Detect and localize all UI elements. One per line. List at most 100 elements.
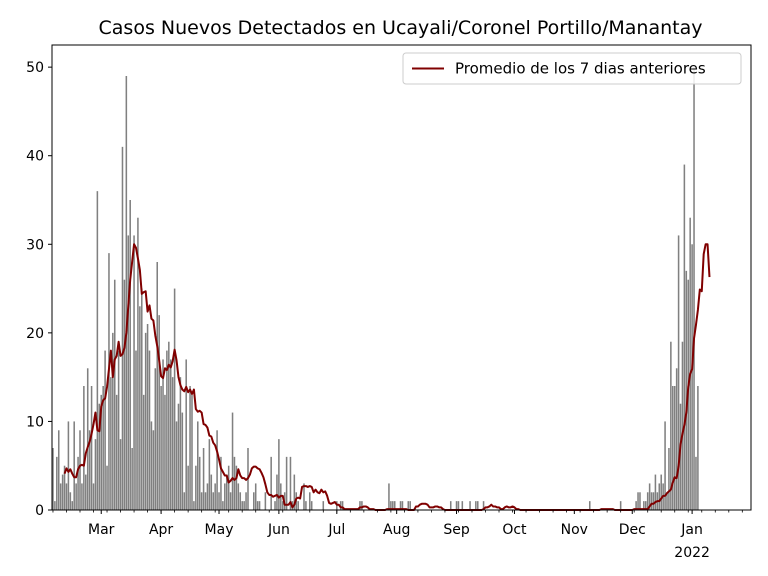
bar	[86, 368, 89, 510]
bar	[672, 386, 674, 510]
bar	[175, 421, 178, 510]
bar	[677, 235, 680, 510]
bar	[75, 483, 77, 510]
bar	[660, 474, 662, 510]
bar	[689, 217, 691, 510]
bar	[57, 430, 60, 510]
bar	[148, 350, 151, 510]
bar	[303, 483, 305, 510]
bar	[477, 501, 479, 510]
bar	[187, 465, 189, 510]
bar	[664, 421, 666, 510]
bar	[106, 465, 108, 510]
bar	[71, 501, 74, 510]
bar	[133, 235, 135, 510]
x-tick-label: Dec	[619, 522, 646, 538]
bar	[56, 456, 58, 510]
bar	[137, 217, 139, 510]
bar	[390, 501, 392, 510]
bar	[92, 483, 95, 510]
bar	[233, 456, 236, 510]
bar	[399, 501, 402, 510]
bar	[229, 492, 232, 510]
bar	[189, 386, 191, 510]
bar	[131, 448, 133, 510]
bar	[79, 430, 81, 510]
bar	[208, 439, 211, 510]
bar	[185, 359, 187, 510]
bar	[679, 403, 682, 510]
bar	[206, 483, 209, 510]
bar	[673, 386, 676, 510]
bar	[281, 501, 284, 510]
bar	[231, 412, 234, 510]
bar	[202, 448, 205, 510]
bar	[218, 492, 220, 510]
bar	[392, 501, 394, 510]
bar	[393, 501, 396, 510]
y-tick-label: 40	[26, 149, 44, 165]
bar	[112, 332, 114, 510]
bar	[289, 456, 292, 510]
bar	[191, 394, 193, 510]
bar	[650, 492, 653, 510]
bar	[83, 386, 85, 510]
y-tick-label: 20	[26, 326, 44, 342]
bar	[212, 492, 214, 510]
bar	[635, 501, 637, 510]
x-tick-label: Apr	[149, 522, 173, 538]
bar	[666, 492, 668, 510]
y-tick-label: 0	[35, 503, 44, 519]
x-tick-label: May	[205, 522, 234, 538]
bar	[113, 279, 116, 510]
bar	[293, 474, 296, 510]
bar	[115, 394, 118, 510]
bar	[73, 421, 75, 510]
bar	[681, 341, 684, 510]
bar	[409, 501, 411, 510]
bar	[85, 474, 87, 510]
bar	[117, 350, 120, 510]
bar	[644, 501, 647, 510]
bar	[239, 492, 242, 510]
bar	[67, 421, 70, 510]
bar	[193, 501, 195, 510]
bar	[668, 448, 670, 510]
legend-box	[402, 52, 742, 85]
bar	[691, 244, 693, 511]
bar	[685, 270, 688, 510]
bar	[164, 394, 166, 510]
bar	[256, 501, 259, 510]
bar	[171, 377, 174, 510]
bar	[197, 421, 199, 510]
bar	[110, 377, 112, 510]
bar	[181, 412, 184, 510]
average-line	[63, 243, 711, 511]
bar	[166, 350, 168, 510]
bar	[198, 456, 201, 510]
x-tick-sublabel: 2022	[674, 545, 710, 561]
bar	[123, 279, 126, 510]
bar	[341, 501, 344, 510]
bar	[237, 483, 240, 510]
bar	[195, 465, 197, 510]
bar	[449, 501, 452, 510]
bar	[619, 501, 622, 510]
bar	[65, 483, 68, 510]
bar	[276, 474, 278, 510]
bar	[94, 439, 97, 510]
bar	[179, 377, 182, 510]
bar	[243, 501, 245, 510]
bar	[646, 492, 649, 510]
bar	[457, 501, 460, 510]
bar	[119, 439, 122, 510]
bar	[225, 474, 228, 510]
bar	[258, 501, 261, 510]
bar	[150, 421, 153, 510]
bar	[658, 483, 661, 510]
bar	[200, 492, 203, 510]
bar	[69, 492, 72, 510]
bar	[253, 492, 255, 510]
bar	[98, 403, 101, 510]
bar	[216, 430, 218, 510]
